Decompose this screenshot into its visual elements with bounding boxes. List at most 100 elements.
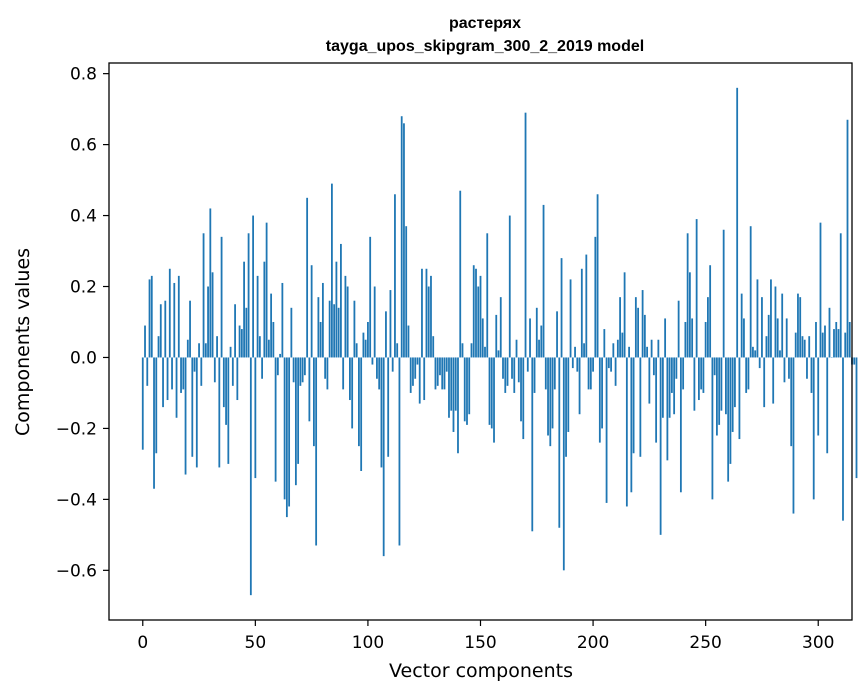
bar-4 bbox=[150, 275, 153, 358]
bar-206 bbox=[605, 357, 608, 503]
bar-128 bbox=[430, 275, 432, 358]
bar-239 bbox=[679, 357, 682, 493]
bar-25 bbox=[198, 343, 200, 358]
bar-156 bbox=[493, 357, 495, 443]
bar-132 bbox=[439, 357, 441, 376]
bar-28 bbox=[204, 343, 207, 358]
bar-24 bbox=[195, 357, 198, 468]
bar-302 bbox=[821, 332, 824, 358]
bar-117 bbox=[405, 226, 408, 358]
bar-172 bbox=[529, 318, 531, 358]
bar-265 bbox=[738, 357, 741, 440]
bar-166 bbox=[515, 339, 518, 358]
bar-75 bbox=[310, 265, 313, 358]
bar-108 bbox=[385, 311, 387, 358]
bar-159 bbox=[499, 297, 502, 358]
bar-175 bbox=[535, 307, 538, 358]
x-tick-label: 300 bbox=[802, 633, 834, 653]
bar-136 bbox=[448, 357, 450, 418]
bar-150 bbox=[479, 275, 482, 358]
bar-185 bbox=[558, 357, 561, 528]
bar-217 bbox=[630, 357, 633, 493]
bar-201 bbox=[594, 236, 597, 358]
x-tick-label: 150 bbox=[464, 633, 496, 653]
bar-293 bbox=[801, 336, 804, 358]
bar-219 bbox=[634, 297, 637, 358]
bar-299 bbox=[815, 321, 817, 358]
bar-153 bbox=[486, 233, 489, 358]
y-tick-label: 0.2 bbox=[70, 278, 97, 298]
bar-262 bbox=[731, 357, 734, 432]
bar-122 bbox=[416, 357, 419, 365]
bar-76 bbox=[312, 357, 315, 447]
bar-13 bbox=[171, 357, 173, 390]
bar-246 bbox=[695, 219, 698, 358]
bar-190 bbox=[569, 279, 572, 358]
bar-259 bbox=[725, 357, 727, 415]
bar-290 bbox=[794, 332, 797, 358]
y-axis-label: Components values bbox=[12, 248, 34, 436]
bar-210 bbox=[614, 357, 617, 386]
bar-245 bbox=[693, 357, 696, 411]
bar-139 bbox=[454, 357, 457, 411]
bar-182 bbox=[551, 357, 554, 429]
chart-title: растерях bbox=[449, 15, 521, 32]
bar-284 bbox=[781, 293, 784, 358]
bar-31 bbox=[211, 272, 214, 358]
bar-193 bbox=[576, 357, 579, 372]
bar-34 bbox=[218, 357, 221, 468]
bar-298 bbox=[812, 357, 815, 500]
bar-109 bbox=[387, 357, 390, 457]
bar-213 bbox=[621, 332, 624, 358]
bar-92 bbox=[349, 357, 351, 401]
bar-176 bbox=[538, 339, 540, 358]
bar-272 bbox=[754, 350, 757, 358]
bar-212 bbox=[619, 297, 621, 358]
bar-74 bbox=[308, 357, 311, 422]
bar-310 bbox=[839, 233, 842, 358]
bar-225 bbox=[648, 357, 651, 404]
bar-281 bbox=[774, 286, 777, 358]
y-tick-label: −0.6 bbox=[56, 561, 97, 581]
bar-27 bbox=[202, 233, 205, 358]
bar-181 bbox=[549, 357, 552, 447]
bar-8 bbox=[159, 304, 162, 358]
bar-180 bbox=[547, 357, 549, 436]
bar-232 bbox=[664, 318, 667, 358]
bar-255 bbox=[716, 357, 718, 436]
bar-264 bbox=[736, 87, 739, 358]
bar-285 bbox=[783, 357, 786, 383]
bar-49 bbox=[252, 215, 254, 358]
y-axis-ticks: −0.6 −0.4 −0.2 0.0 0.2 0.4 0.6 0.8 bbox=[56, 65, 109, 581]
bar-119 bbox=[409, 357, 412, 393]
bar-169 bbox=[522, 357, 525, 440]
bar-307 bbox=[833, 329, 835, 358]
bar-141 bbox=[459, 190, 462, 358]
bar-114 bbox=[398, 357, 401, 546]
bar-71 bbox=[301, 357, 304, 383]
bar-271 bbox=[752, 346, 754, 358]
bar-300 bbox=[817, 357, 820, 436]
bar-275 bbox=[761, 297, 763, 358]
bar-88 bbox=[340, 243, 342, 358]
y-tick-label: −0.2 bbox=[56, 419, 97, 439]
bar-127 bbox=[427, 286, 430, 358]
bar-174 bbox=[533, 357, 536, 393]
bar-23 bbox=[193, 357, 196, 372]
bar-238 bbox=[677, 300, 680, 358]
bar-191 bbox=[571, 357, 574, 369]
bar-35 bbox=[220, 236, 223, 358]
bar-78 bbox=[317, 297, 320, 358]
bar-303 bbox=[824, 325, 826, 358]
bar-56 bbox=[267, 339, 270, 358]
bar-317 bbox=[855, 357, 858, 479]
bar-269 bbox=[747, 357, 750, 390]
bar-266 bbox=[740, 293, 743, 358]
x-tick-label: 50 bbox=[245, 633, 267, 653]
bar-288 bbox=[790, 357, 793, 447]
bar-295 bbox=[806, 357, 808, 379]
bar-93 bbox=[351, 357, 354, 429]
y-tick-label: −0.4 bbox=[56, 490, 97, 510]
bar-54 bbox=[263, 261, 266, 358]
bar-86 bbox=[335, 261, 338, 358]
